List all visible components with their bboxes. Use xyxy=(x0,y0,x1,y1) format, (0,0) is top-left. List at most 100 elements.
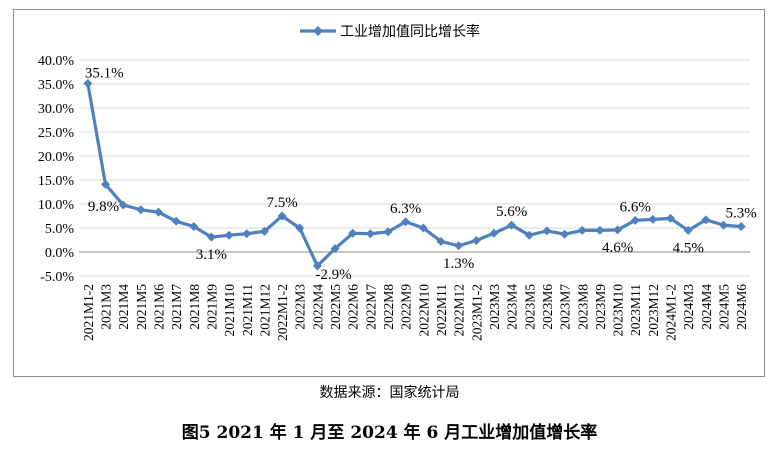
x-tick-label: 2022M4 xyxy=(310,284,325,330)
y-tick-label: 25.0% xyxy=(38,126,75,141)
data-point xyxy=(524,230,534,240)
x-tick-label: 2023M10 xyxy=(611,284,626,337)
legend: 工业增加值同比增长率 xyxy=(300,23,480,40)
data-point xyxy=(418,223,428,233)
data-point xyxy=(683,225,693,235)
data-labels: 35.1% 9.8% 3.1% 7.5% -2.9% 6.3% 1.3% 5.6% 4.6% 6.… xyxy=(85,66,757,283)
x-tick-label: 2023M4 xyxy=(505,284,520,330)
data-point xyxy=(259,226,269,236)
y-axis: -5.0% 0.0% 5.0% 10.0% 15.0% 20.0% 25.0% 30.0% 35… xyxy=(38,54,75,285)
y-tick-label: 15.0% xyxy=(38,174,75,189)
x-tick-label: 2022M10 xyxy=(416,284,431,337)
data-point xyxy=(295,223,305,233)
data-point xyxy=(83,79,93,89)
data-label: 9.8% xyxy=(88,199,119,215)
x-tick-label: 2021M1-2 xyxy=(81,284,96,341)
legend-label: 工业增加值同比增长率 xyxy=(340,23,480,40)
y-tick-label: -5.0% xyxy=(40,270,74,285)
data-point xyxy=(348,228,358,238)
x-tick-label: 2023M12 xyxy=(646,284,661,337)
x-tick-label: 2023M8 xyxy=(575,284,590,330)
data-point xyxy=(277,211,287,221)
data-point xyxy=(401,217,411,227)
figure-caption: 图5 2021 年 1 月至 2024 年 6 月工业增加值增长率 xyxy=(181,423,598,443)
x-tick-label: 2024M4 xyxy=(699,284,714,330)
x-tick-label: 2021M12 xyxy=(257,284,272,337)
x-tick-label: 2022M12 xyxy=(452,284,467,337)
x-axis: 2021M1-2 2021M3 2021M4 2021M5 2021M6 2021M7 20… xyxy=(79,251,750,341)
data-point xyxy=(242,229,252,239)
data-point xyxy=(118,200,128,210)
data-point xyxy=(171,216,181,226)
data-point xyxy=(206,232,216,242)
data-point xyxy=(577,225,587,235)
source-note: 数据来源：国家统计局 xyxy=(319,385,460,401)
data-point xyxy=(312,261,322,271)
data-label: 5.6% xyxy=(496,204,527,220)
x-tick-label: 2021M5 xyxy=(134,284,149,330)
data-point xyxy=(666,213,676,223)
data-point xyxy=(648,214,658,224)
x-tick-label: 2022M6 xyxy=(346,284,361,330)
y-tick-label: 0.0% xyxy=(45,246,75,261)
data-point xyxy=(224,230,234,240)
x-tick-label: 2021M8 xyxy=(187,284,202,330)
x-tick-label: 2021M4 xyxy=(116,284,131,330)
data-point xyxy=(153,207,163,217)
x-tick-label: 2022M7 xyxy=(363,284,378,330)
x-tick-label: 2023M9 xyxy=(593,284,608,330)
data-point xyxy=(595,225,605,235)
data-label: 6.3% xyxy=(390,201,421,217)
data-point xyxy=(719,220,729,230)
x-tick-label: 2021M7 xyxy=(169,284,184,330)
x-tick-label: 2021M6 xyxy=(151,284,166,330)
data-label: 4.5% xyxy=(673,240,704,256)
data-label: 1.3% xyxy=(443,256,474,272)
x-tick-label: 2021M10 xyxy=(222,284,237,337)
x-tick-label: 2024M6 xyxy=(734,284,749,330)
data-point xyxy=(489,228,499,238)
data-point xyxy=(436,236,446,246)
x-tick-label: 2022M5 xyxy=(328,284,343,330)
x-tick-label: 2023M3 xyxy=(487,284,502,330)
x-tick-label: 2023M11 xyxy=(628,284,643,336)
data-point xyxy=(136,205,146,215)
x-tick-label: 2023M5 xyxy=(522,284,537,330)
data-point xyxy=(189,222,199,232)
data-label: 3.1% xyxy=(196,247,227,263)
x-tick-label: 2024M3 xyxy=(681,284,696,330)
x-tick-label: 2022M3 xyxy=(293,284,308,330)
data-point xyxy=(701,215,711,225)
x-tick-label: 2023M1-2 xyxy=(469,284,484,341)
x-tick-label: 2023M7 xyxy=(558,284,573,330)
x-tick-label: 2021M3 xyxy=(98,284,113,330)
series-layer xyxy=(83,79,746,271)
data-point xyxy=(383,227,393,237)
gridlines xyxy=(79,59,750,277)
x-tick-label: 2021M11 xyxy=(240,284,255,336)
y-tick-label: 5.0% xyxy=(45,222,75,237)
x-tick-label: 2022M9 xyxy=(399,284,414,330)
data-point xyxy=(454,241,464,251)
data-point xyxy=(542,226,552,236)
data-label: 7.5% xyxy=(266,195,297,211)
series-line xyxy=(86,83,742,268)
data-label: 5.3% xyxy=(726,206,757,222)
y-tick-label: 10.0% xyxy=(38,198,75,213)
y-tick-label: 30.0% xyxy=(38,102,75,117)
y-tick-label: 20.0% xyxy=(38,150,75,165)
x-tick-label: 2022M1-2 xyxy=(275,284,290,341)
chart-frame: -5.0% 0.0% 5.0% 10.0% 15.0% 20.0% 25.0% 30.0% 35… xyxy=(13,9,765,377)
data-point xyxy=(365,229,375,239)
y-tick-label: 40.0% xyxy=(38,54,75,69)
data-label: 35.1% xyxy=(85,66,124,82)
data-label: 6.6% xyxy=(620,199,651,215)
x-tick-label: 2023M6 xyxy=(540,284,555,330)
data-point xyxy=(613,225,623,235)
line-chart: -5.0% 0.0% 5.0% 10.0% 15.0% 20.0% 25.0% 30.0% 35… xyxy=(38,23,757,341)
data-point xyxy=(630,215,640,225)
legend-swatch-marker xyxy=(313,26,323,36)
x-tick-label: 2024M5 xyxy=(717,284,732,330)
data-point xyxy=(330,244,340,254)
x-tick-label: 2024M1-2 xyxy=(664,284,679,341)
